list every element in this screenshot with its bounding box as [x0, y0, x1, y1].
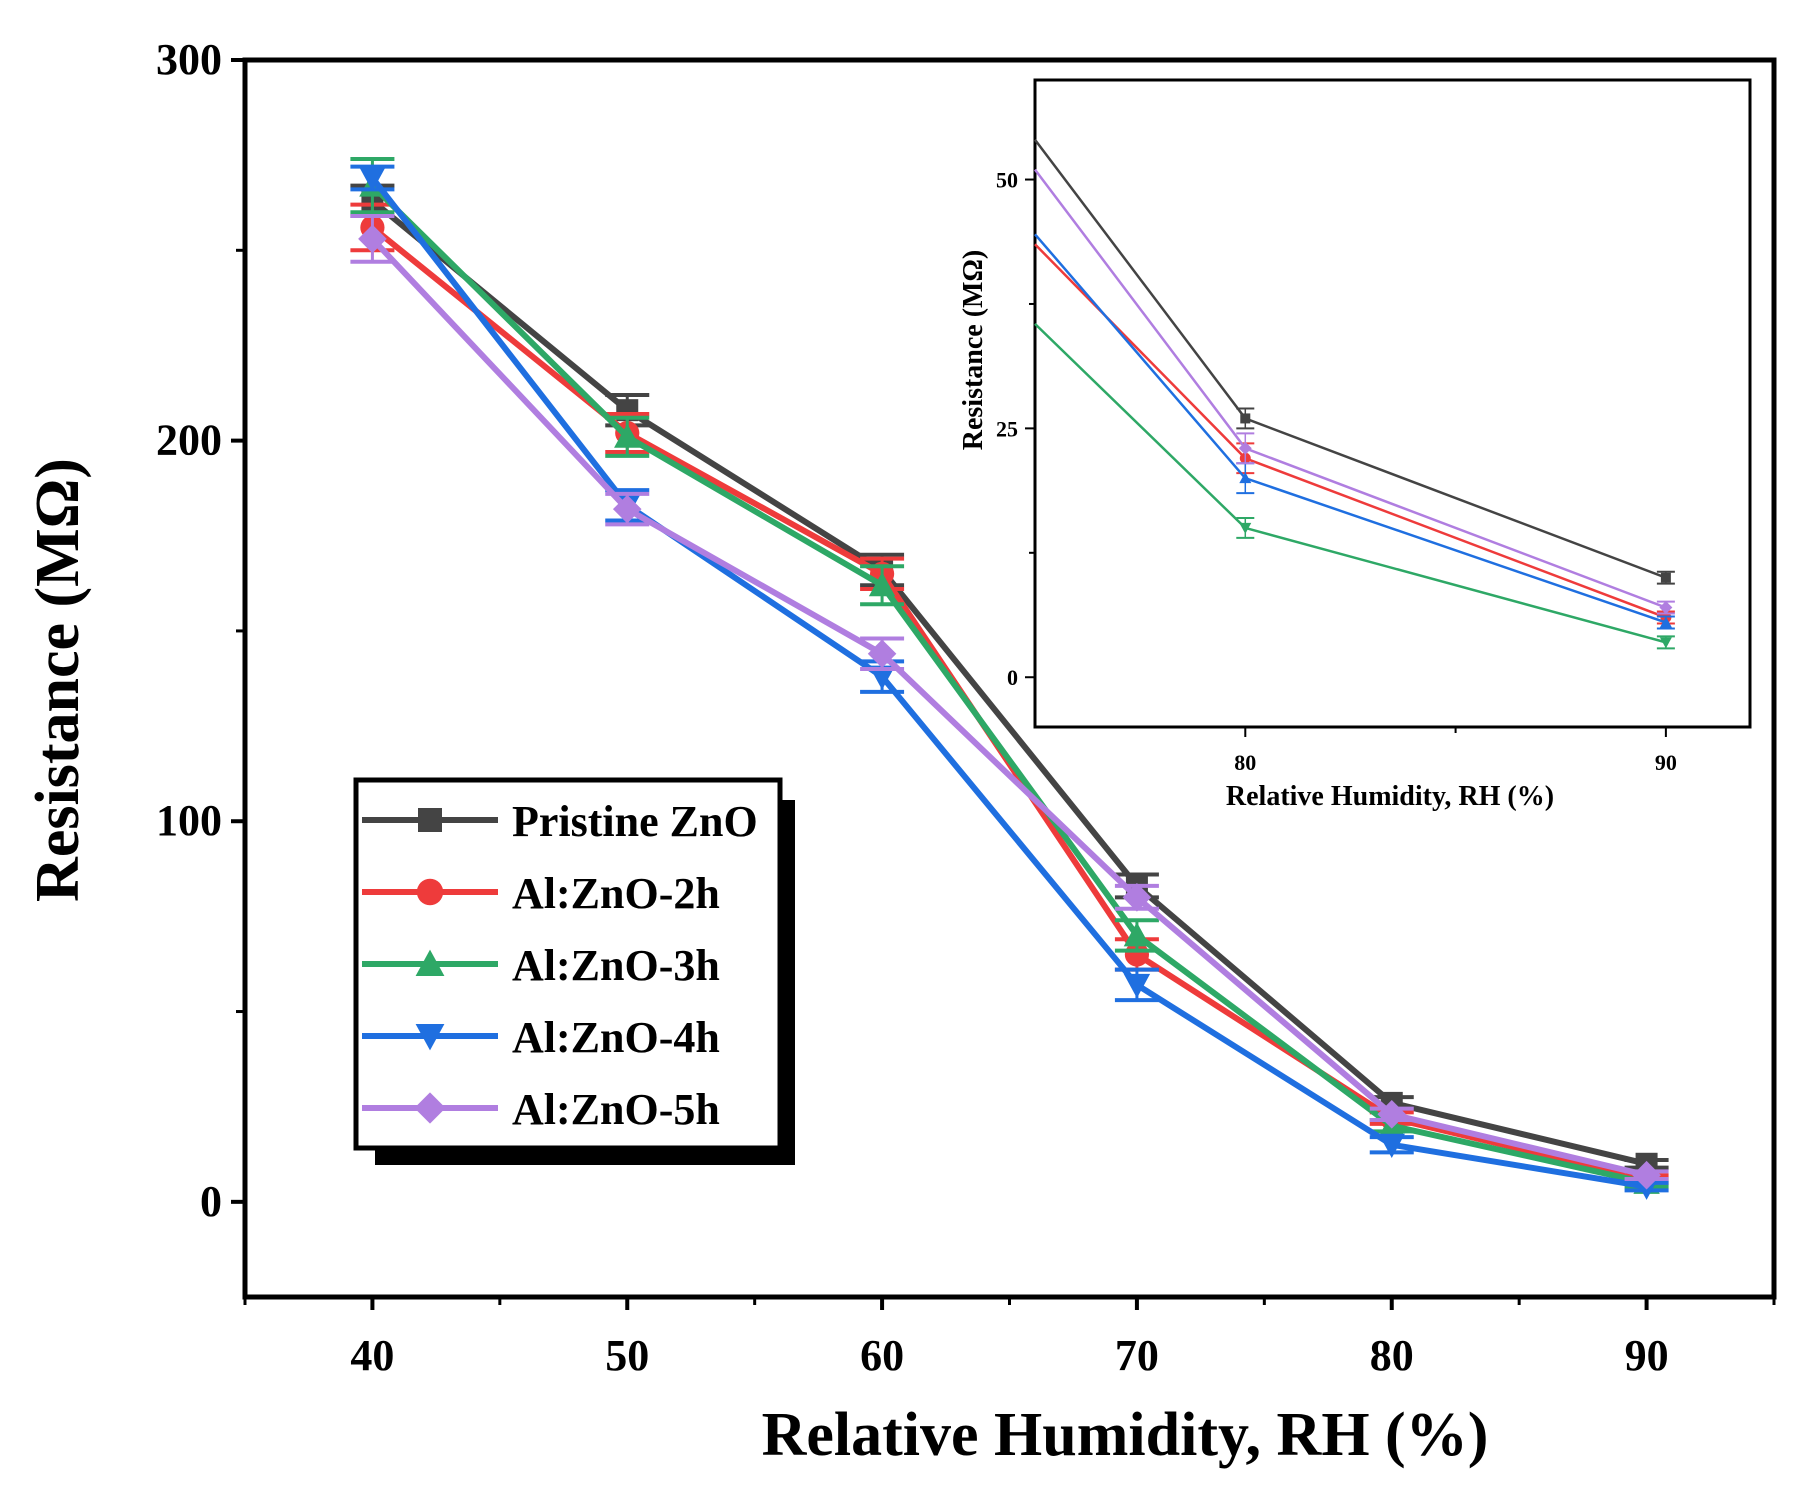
inset-data-point [1659, 637, 1672, 649]
legend-item-pristine-zno: Pristine ZnO [362, 797, 758, 846]
legend-item-al-zno-5h: Al:ZnO-5h [362, 1085, 720, 1134]
main-data-point [1123, 922, 1151, 947]
legend-box [353, 777, 783, 1151]
inset-series-al-zno-5h [1034, 168, 1675, 615]
inset-data-point [1239, 522, 1252, 534]
legend-label: Pristine ZnO [512, 797, 758, 846]
legend-label: Al:ZnO-5h [512, 1085, 720, 1134]
main-x-tick-label: 90 [1625, 1331, 1669, 1380]
inset-y-tick-label: 0 [1007, 665, 1018, 690]
main-x-tick-label: 60 [860, 1331, 904, 1380]
legend-label: Al:ZnO-4h [512, 1013, 720, 1062]
main-data-point [1377, 1100, 1407, 1129]
main-data-point [612, 494, 642, 524]
inset-axes: 80 90 0 25 50 [996, 168, 1677, 775]
legend-item-al-zno-4h: Al:ZnO-4h [362, 1013, 720, 1062]
legend-swatch-marker [414, 1092, 446, 1124]
main-data-point [359, 166, 386, 192]
main-series-al-zno-5h [350, 214, 1669, 1190]
main-data-point [1124, 942, 1150, 967]
main-y-tick-label: 100 [156, 796, 222, 845]
main-data-point [1378, 1133, 1405, 1158]
legend-swatch-marker [418, 808, 442, 832]
main-series-line [370, 198, 1648, 1167]
inset-plot-frame [1033, 78, 1752, 729]
inset-data-point [1659, 616, 1672, 628]
inset-data-point [1660, 572, 1671, 583]
main-x-tick-label: 40 [350, 1331, 394, 1380]
inset-data-point [1659, 601, 1673, 615]
legend: Pristine ZnO Al:ZnO-2h Al:ZnO-3h Al:ZnO-4h A… [362, 797, 758, 1134]
main-x-tick-label: 70 [1115, 1331, 1159, 1380]
inset-data-point [1239, 472, 1252, 484]
main-data-point [1123, 973, 1151, 999]
main-data-point [867, 639, 897, 669]
legend-label: Al:ZnO-2h [512, 869, 720, 918]
main-data-point [358, 224, 387, 254]
legend-label: Al:ZnO-3h [512, 941, 720, 990]
legend-item-al-zno-3h: Al:ZnO-3h [362, 941, 720, 990]
main-series-line [370, 176, 1648, 1190]
main-x-tick-label: 80 [1370, 1331, 1414, 1380]
main-axes: 40 50 60 70 80 90 0 100 200 300 [156, 35, 1776, 1380]
main-series-line [370, 183, 1648, 1186]
main-y-tick-label: 300 [156, 35, 222, 84]
main-y-tick-label: 0 [200, 1177, 222, 1226]
main-x-tick-label: 50 [605, 1331, 649, 1380]
inset-data-point [1238, 441, 1252, 455]
main-y-axis-label: Resistance (MΩ) [24, 458, 92, 902]
inset-series-pristine-zno [1034, 138, 1675, 585]
main-data-point [1122, 883, 1152, 912]
main-data-point [1632, 1160, 1661, 1190]
main-data-point [614, 423, 641, 448]
inset-data-point [1240, 413, 1251, 424]
inset-y-tick-label: 25 [996, 416, 1018, 441]
main-data-point [868, 665, 896, 690]
main-y-tick-label: 200 [156, 416, 222, 465]
legend-swatch-marker [415, 949, 445, 976]
inset-x-tick-label: 90 [1655, 750, 1677, 775]
inset-x-tick-label: 80 [1234, 750, 1256, 775]
legend-swatch-marker [416, 878, 444, 906]
main-data-point [868, 572, 896, 597]
inset-series-al-zno-3h [1034, 322, 1675, 650]
main-series-group [350, 156, 1669, 1200]
inset-y-axis-label: Resistance (MΩ) [958, 250, 989, 450]
inset-series-group [1034, 138, 1675, 650]
main-x-axis-label: Relative Humidity, RH (%) [762, 1401, 1489, 1469]
legend-swatch-marker [415, 1024, 445, 1051]
main-series-line [370, 236, 1648, 1179]
inset-series-al-zno-4h [1034, 233, 1675, 630]
inset-y-tick-label: 50 [996, 168, 1018, 193]
inset-x-axis-label: Relative Humidity, RH (%) [1226, 781, 1554, 812]
legend-item-al-zno-2h: Al:ZnO-2h [362, 869, 720, 918]
